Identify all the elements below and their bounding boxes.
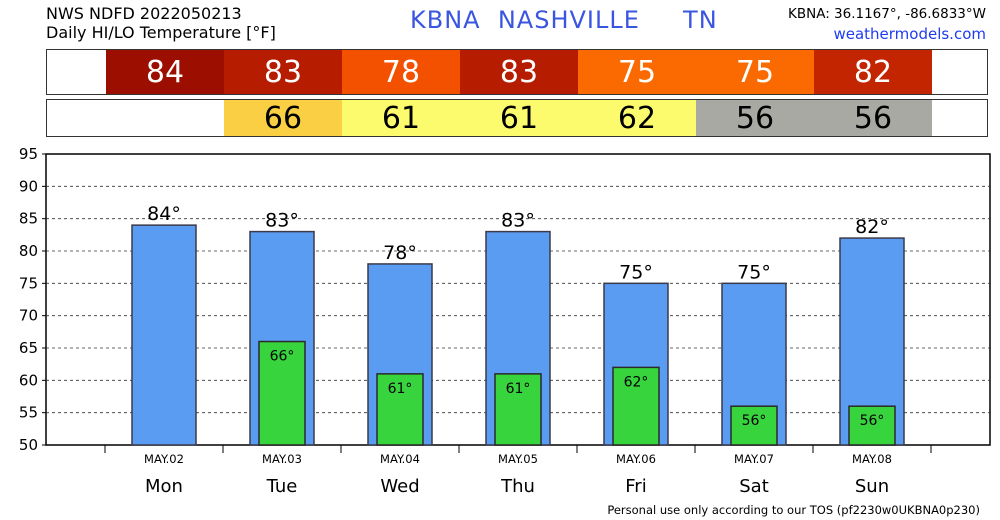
hi-strip-cell-2: 78 (342, 50, 460, 94)
lo-temp-strip: 66 61 61 62 56 56 (46, 99, 988, 137)
y-tick-label: 70 (19, 307, 38, 325)
hi-strip-cell-0: 84 (106, 50, 224, 94)
hi-bar-label: 75° (619, 261, 653, 283)
day-label: Fri (625, 476, 646, 497)
y-tick-label: 50 (19, 436, 38, 454)
y-tick-label: 75 (19, 274, 38, 292)
lo-bar-label: 56° (860, 413, 885, 429)
day-label: Sat (739, 476, 769, 497)
date-label: MAY.04 (380, 452, 420, 466)
y-tick-label: 85 (19, 210, 38, 228)
y-tick-label: 65 (19, 339, 38, 357)
hi-bar-label: 78° (383, 242, 417, 264)
hi-strip-cell-5: 75 (696, 50, 814, 94)
date-label: MAY.06 (616, 452, 656, 466)
lo-bar-fri (612, 366, 660, 446)
lo-bar-label: 61° (388, 381, 413, 397)
lo-bar-label: 66° (270, 349, 295, 365)
y-tick-label: 60 (19, 371, 38, 389)
lo-bar-label: 61° (506, 381, 531, 397)
lo-strip-cell-1: 66 (224, 100, 342, 136)
model-run-label: NWS NDFD 2022050213 (46, 4, 242, 23)
date-label: MAY.07 (734, 452, 774, 466)
y-tick-label: 55 (19, 404, 38, 422)
lo-bar-label: 62° (624, 374, 649, 390)
station-title: KBNA NASHVILLE TN (410, 6, 718, 34)
y-tick-label: 90 (19, 177, 38, 195)
header-left: NWS NDFD 2022050213 Daily HI/LO Temperat… (46, 4, 276, 42)
lo-strip-cell-5: 56 (696, 100, 814, 136)
header-right: KBNA: 36.1167°, -86.6833°W weathermodels… (788, 4, 986, 44)
lo-strip-cell-2: 61 (342, 100, 460, 136)
footer-note: Personal use only according to our TOS (… (607, 503, 980, 517)
hi-strip-cell-3: 83 (460, 50, 578, 94)
station-coords: KBNA: 36.1167°, -86.6833°W (787, 6, 986, 22)
day-label: Thu (500, 476, 535, 497)
lo-bar-tue (258, 340, 306, 446)
date-label: MAY.05 (498, 452, 538, 466)
lo-bar-sat (730, 405, 778, 446)
hi-temp-strip: 84 83 78 83 75 75 82 (46, 49, 988, 95)
date-label: MAY.08 (852, 452, 892, 466)
hi-strip-cell-1: 83 (224, 50, 342, 94)
lo-bar-sun (848, 405, 896, 446)
site-link[interactable]: weathermodels.com (833, 25, 986, 43)
y-tick-label: 95 (19, 145, 38, 163)
lo-bar-wed (376, 373, 424, 446)
hi-bar-label: 75° (737, 261, 771, 283)
lo-strip-cell-3: 61 (460, 100, 578, 136)
hi-bar-mon (131, 224, 197, 446)
day-label: Sun (855, 476, 889, 497)
hi-bar-label: 83° (501, 210, 535, 232)
date-label: MAY.03 (262, 452, 302, 466)
day-label: Tue (266, 476, 298, 497)
hi-bar-label: 84° (147, 203, 181, 225)
lo-strip-cell-4: 62 (578, 100, 696, 136)
lo-strip-cell-0 (106, 100, 224, 136)
hi-strip-cell-6: 82 (814, 50, 932, 94)
date-label: MAY.02 (144, 452, 184, 466)
hi-bar-label: 83° (265, 210, 299, 232)
hi-strip-cell-4: 75 (578, 50, 696, 94)
hi-bar-label: 82° (855, 216, 889, 238)
day-label: Wed (380, 476, 419, 497)
day-label: Mon (145, 476, 183, 497)
lo-strip-cell-6: 56 (814, 100, 932, 136)
product-label: Daily HI/LO Temperature [°F] (46, 23, 276, 42)
lo-bar-label: 56° (742, 413, 767, 429)
lo-bar-thu (494, 373, 542, 446)
y-tick-label: 80 (19, 242, 38, 260)
